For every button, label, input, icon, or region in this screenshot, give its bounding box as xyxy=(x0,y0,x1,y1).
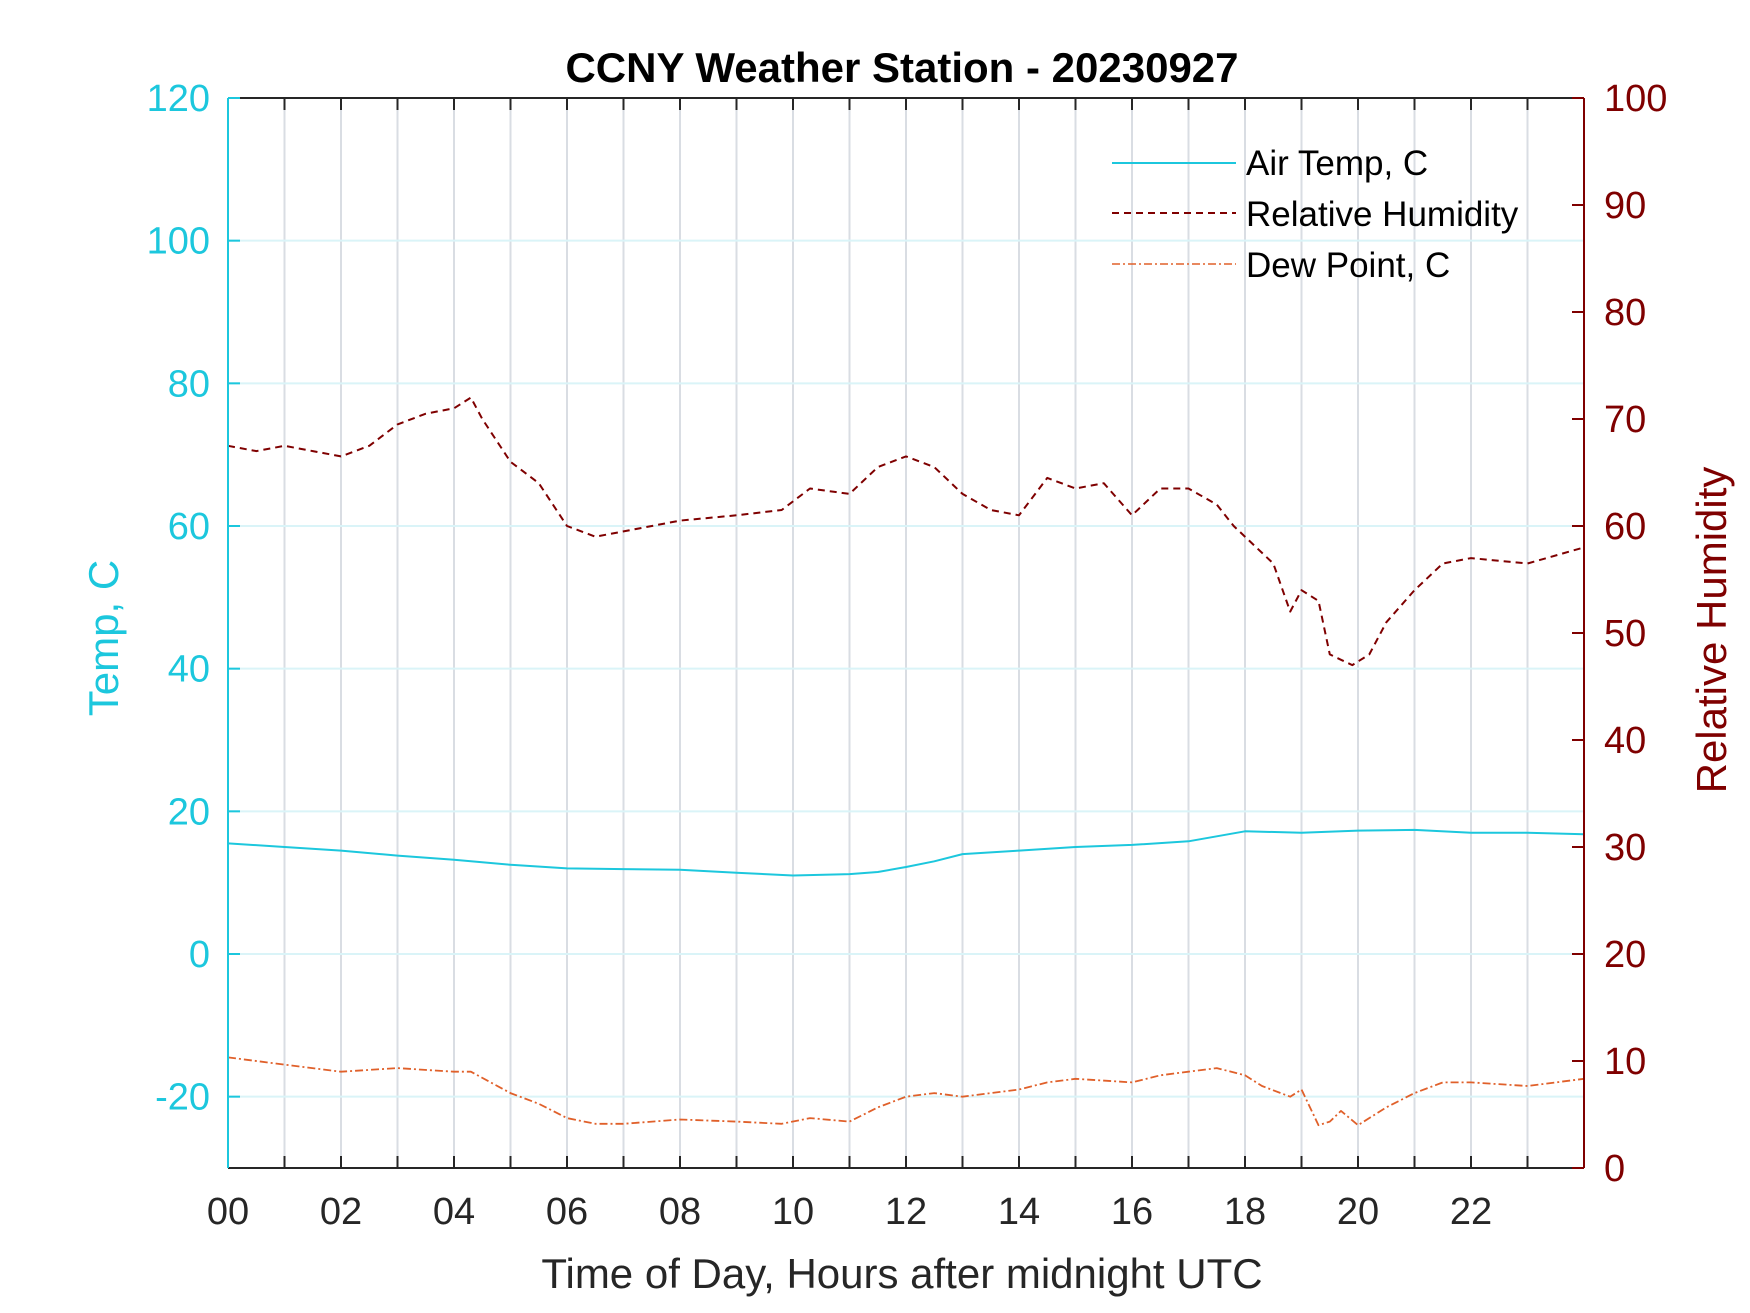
y-right-tick-label-100: 100 xyxy=(1604,78,1667,120)
x-tick-label-02: 02 xyxy=(320,1191,362,1233)
y-right-tick-label-70: 70 xyxy=(1604,399,1646,441)
y-left-tick-label-100: 100 xyxy=(147,221,210,263)
y-left-tick-label-20: 20 xyxy=(168,791,210,833)
x-tick-label-12: 12 xyxy=(885,1191,927,1233)
y-right-tick-label-40: 40 xyxy=(1604,720,1646,762)
y-left-tick-label-120: 120 xyxy=(147,78,210,120)
chart-title: CCNY Weather Station - 20230927 xyxy=(565,44,1238,91)
y-right-tick-label-10: 10 xyxy=(1604,1041,1646,1083)
x-tick-label-18: 18 xyxy=(1224,1191,1266,1233)
x-tick-label-14: 14 xyxy=(998,1191,1040,1233)
y-right-tick-label-0: 0 xyxy=(1604,1148,1625,1190)
y-right-tick-label-50: 50 xyxy=(1604,613,1646,655)
y-axis-right-label: Relative Humidity xyxy=(1688,467,1735,794)
x-tick-label-08: 08 xyxy=(659,1191,701,1233)
series-air-temp xyxy=(227,828,1585,877)
legend-label-relative-humidity: Relative Humidity xyxy=(1246,195,1519,234)
x-axis-label: Time of Day, Hours after midnight UTC xyxy=(541,1250,1262,1297)
y-left-tick-label-80: 80 xyxy=(168,363,210,405)
x-tick-label-06: 06 xyxy=(546,1191,588,1233)
x-tick-label-20: 20 xyxy=(1337,1191,1379,1233)
y-left-tick-label--20: -20 xyxy=(155,1077,210,1119)
y-axis-left-label: Temp, C xyxy=(80,560,127,716)
x-tick-label-16: 16 xyxy=(1111,1191,1153,1233)
y-left-tick-label-60: 60 xyxy=(168,506,210,548)
series-dew-point xyxy=(227,1056,1585,1127)
y-right-tick-label-60: 60 xyxy=(1604,506,1646,548)
legend-label-dew-point: Dew Point, C xyxy=(1246,246,1450,285)
legend: Air Temp, C Relative Humidity Dew Point,… xyxy=(1112,144,1519,285)
axes xyxy=(227,97,1585,1169)
grid xyxy=(228,98,1584,1168)
y-left-tick-label-40: 40 xyxy=(168,649,210,691)
x-tick-label-04: 04 xyxy=(433,1191,475,1233)
x-tick-label-00: 00 xyxy=(207,1191,249,1233)
x-tick-label-10: 10 xyxy=(772,1191,814,1233)
legend-label-air-temp: Air Temp, C xyxy=(1246,144,1428,183)
series-relative-humidity xyxy=(227,396,1585,667)
x-tick-label-22: 22 xyxy=(1450,1191,1492,1233)
y-right-tick-label-20: 20 xyxy=(1604,934,1646,976)
y-right-tick-label-90: 90 xyxy=(1604,185,1646,227)
y-right-tick-label-30: 30 xyxy=(1604,827,1646,869)
y-right-tick-label-80: 80 xyxy=(1604,292,1646,334)
tick-labels: 00 02 04 06 08 10 12 14 16 18 20 22-200204060801001… xyxy=(147,78,1668,1233)
y-left-tick-label-0: 0 xyxy=(189,934,210,976)
plot-series xyxy=(227,396,1585,1127)
